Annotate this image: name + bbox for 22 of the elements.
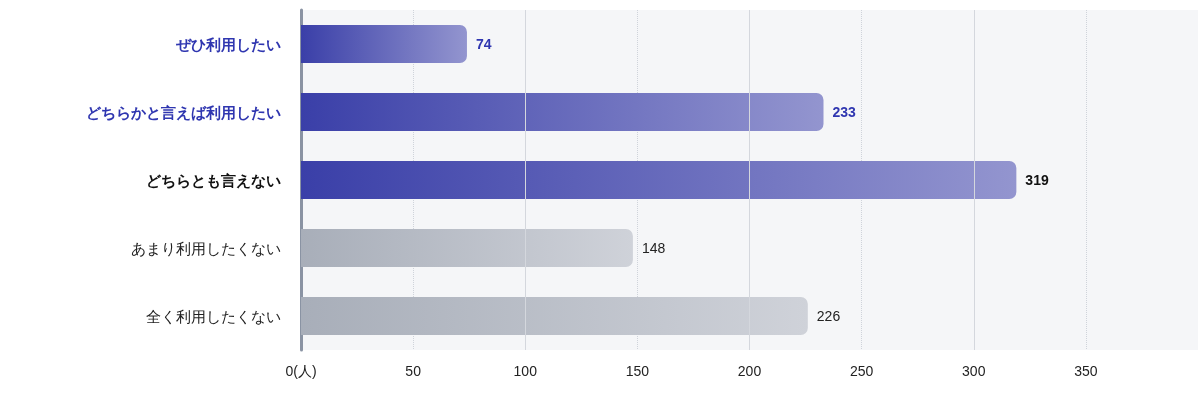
bar bbox=[301, 229, 633, 267]
y-tick-label: どちらかと言えば利用したい bbox=[86, 103, 281, 121]
x-tick-label: 100 bbox=[513, 363, 538, 379]
bar bbox=[301, 25, 467, 63]
y-tick-label: 全く利用したくない bbox=[146, 307, 281, 325]
x-tick-label: 50 bbox=[405, 363, 422, 379]
x-tick-label: 200 bbox=[737, 363, 762, 379]
y-tick-label: あまり利用したくない bbox=[131, 239, 281, 257]
data-label: 74 bbox=[475, 36, 492, 52]
data-label: 233 bbox=[832, 104, 857, 120]
data-label: 226 bbox=[816, 308, 841, 324]
y-tick-label: ぜひ利用したい bbox=[175, 35, 281, 53]
y-tick-label: どちらとも言えない bbox=[146, 171, 281, 189]
data-label: 319 bbox=[1025, 172, 1049, 188]
data-label: 148 bbox=[641, 240, 666, 256]
bar bbox=[301, 93, 824, 131]
x-tick-label: 150 bbox=[625, 363, 650, 379]
x-tick-label: 350 bbox=[1074, 363, 1098, 379]
x-tick-label: 250 bbox=[849, 363, 874, 379]
bar bbox=[301, 297, 808, 335]
x-tick-label: 300 bbox=[962, 363, 986, 379]
x-tick-label: 0(人) bbox=[285, 363, 317, 379]
